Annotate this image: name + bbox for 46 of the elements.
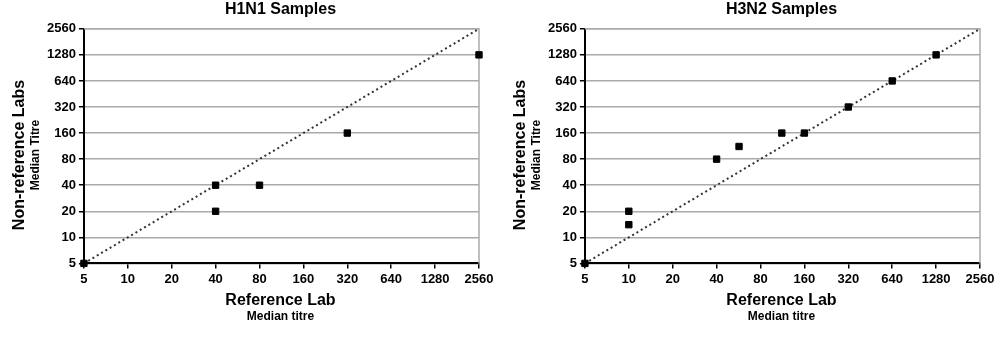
- y-axis-title: Non-reference Labs Median Titre: [9, 79, 43, 231]
- y-tick-label: 10: [61, 228, 76, 244]
- x-tick-label: 20: [164, 270, 179, 286]
- x-tick-label: 5: [80, 270, 88, 286]
- y-tick-label: 1280: [47, 46, 76, 62]
- x-tick-label: 1280: [921, 270, 951, 286]
- x-tick-label: 80: [753, 270, 768, 286]
- x-tick-label: 320: [837, 270, 860, 286]
- x-tick-label: 320: [336, 270, 359, 286]
- x-tick-label: 1280: [420, 270, 450, 286]
- chart-title: H3N2 Samples: [724, 0, 839, 18]
- y-tick-label: 2560: [548, 20, 577, 36]
- x-tick-label: 40: [709, 270, 724, 286]
- y-tick-label: 320: [54, 98, 76, 114]
- x-tick-label: 10: [621, 270, 637, 286]
- x-axis-title: Reference Lab Median titre: [224, 290, 337, 324]
- y-tick-label: 40: [61, 176, 76, 192]
- y-tick-label: 20: [562, 202, 577, 218]
- x-tick-label: 5: [581, 270, 589, 286]
- y-tick-label: 2560: [47, 20, 76, 36]
- chart-title: H1N1 Samples: [223, 0, 338, 18]
- y-tick-label: 320: [555, 98, 577, 114]
- x-tick-label: 160: [793, 270, 816, 286]
- x-tick-label: 2560: [965, 270, 995, 286]
- y-tick-label: 10: [562, 228, 577, 244]
- x-axis-title: Reference Lab Median titre: [725, 290, 838, 324]
- y-axis-title: Non-reference Labs Median Titre: [510, 79, 544, 231]
- x-tick-label: 40: [208, 270, 223, 286]
- y-tick-label: 5: [569, 254, 577, 270]
- x-tick-label: 20: [665, 270, 680, 286]
- x-tick-label: 640: [380, 270, 403, 286]
- x-tick-label: 640: [881, 270, 904, 286]
- y-tick-label: 160: [555, 124, 577, 140]
- y-tick-label: 160: [54, 124, 76, 140]
- y-tick-label: 5: [68, 254, 76, 270]
- y-tick-label: 640: [555, 72, 577, 88]
- y-tick-label: 40: [562, 176, 577, 192]
- y-tick-label: 1280: [548, 46, 577, 62]
- x-tick-label: 80: [252, 270, 267, 286]
- y-tick-label: 80: [562, 150, 577, 166]
- y-tick-label: 20: [61, 202, 76, 218]
- y-tick-label: 80: [61, 150, 76, 166]
- x-tick-label: 2560: [464, 270, 494, 286]
- x-tick-label: 160: [292, 270, 315, 286]
- y-tick-label: 640: [54, 72, 76, 88]
- x-tick-label: 10: [120, 270, 136, 286]
